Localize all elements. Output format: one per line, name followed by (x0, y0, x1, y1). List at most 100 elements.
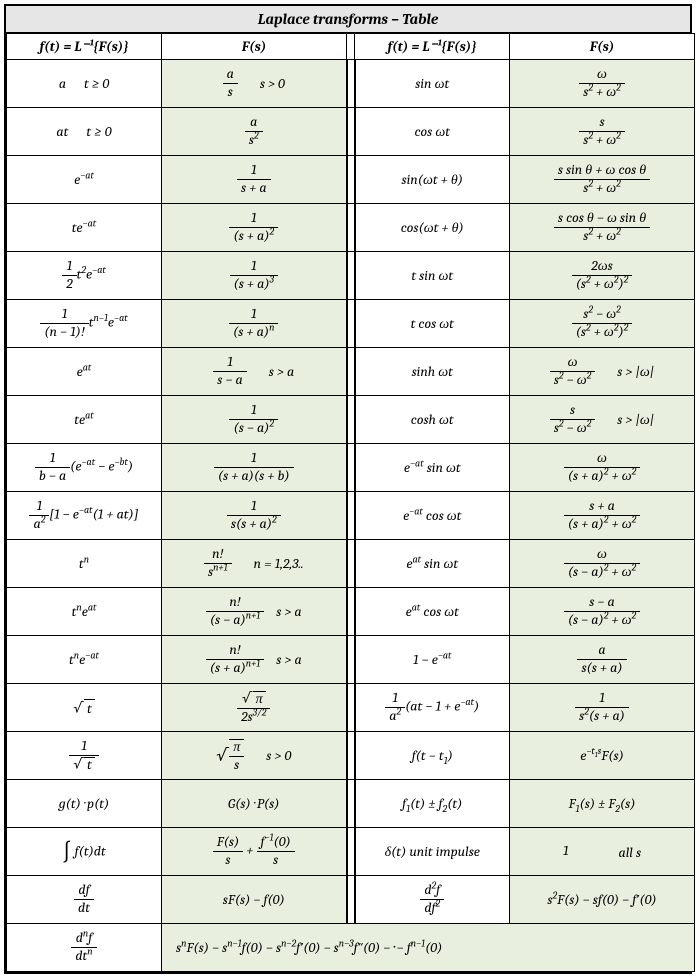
table-row: dfdtsF(s) − f(0)d2fdf2s2F(s) − sf(0) − f… (7, 876, 695, 924)
ft-cell: at ≥ 0 (7, 60, 162, 108)
laplace-table: Laplace transforms – Table f(t) = L⁻¹{F(… (4, 4, 692, 974)
sep-cell (347, 636, 355, 684)
table-row: 1a2[1 − e−at(1 + at)]1s(s + a)2e−at cos … (7, 492, 695, 540)
sep-cell (347, 588, 355, 636)
fs-cell: F1(s) ± F2(s) (510, 780, 695, 828)
ft-cell: tn (7, 540, 162, 588)
fs-cell: s2 − ω2(s2 + ω2)2 (510, 300, 695, 348)
table-row: e−at1s + asin(ωt + θ)s sin θ + ω cos θs2… (7, 156, 695, 204)
fs-cell: 1s − as > a (162, 348, 347, 396)
ft-cell: 1a2(at − 1 + e−at) (355, 684, 510, 732)
ft-cell: t sin ωt (355, 252, 510, 300)
ft-cell: cosh ωt (355, 396, 510, 444)
table-row: eat1s − as > asinh ωtωs2 − ω2s > |ω| (7, 348, 695, 396)
sep-cell (347, 540, 355, 588)
ft-cell: te−at (7, 204, 162, 252)
ft-cell: dfdt (7, 876, 162, 924)
header-sep (347, 34, 355, 60)
ft-cell: t cos ωt (355, 300, 510, 348)
ft-cell: sin ωt (355, 60, 510, 108)
table-row: teat1(s − a)2cosh ωtss2 − ω2s > |ω| (7, 396, 695, 444)
ft-cell: tneat (7, 588, 162, 636)
fs-cell: ωs2 + ω2 (510, 60, 695, 108)
sep-cell (347, 348, 355, 396)
fs-cell: ω(s − a)2 + ω2 (510, 540, 695, 588)
sep-cell (347, 444, 355, 492)
sep-cell (347, 396, 355, 444)
fs-cell: s + a(s + a)2 + ω2 (510, 492, 695, 540)
sep-cell (347, 828, 355, 876)
sep-cell (347, 204, 355, 252)
table-row: 1b − a(e−at − e−bt)1(s + a)(s + b)e−at s… (7, 444, 695, 492)
ft-cell: eat (7, 348, 162, 396)
ft-cell: e−at cos ωt (355, 492, 510, 540)
ft-cell: δ(t) unit impulse (355, 828, 510, 876)
fs-cell: F(s)s + f−1(0)s (162, 828, 347, 876)
ft-cell: e−at sin ωt (355, 444, 510, 492)
ft-cell: 1a2[1 − e−at(1 + at)] (7, 492, 162, 540)
fs-cell: s sin θ + ω cos θs2 + ω2 (510, 156, 695, 204)
fs-cell: s cos θ − ω sin θs2 + ω2 (510, 204, 695, 252)
table-row: 1√t√πss > 0f(t − t1)e−t1sF(s) (7, 732, 695, 780)
header-ft-right: f(t) = L⁻¹{F(s)} (355, 34, 510, 60)
table-row: tne−atn!(s + a)n+1s > a1 − e−atas(s + a) (7, 636, 695, 684)
table-row: g(t) · p(t)G(s) · P(s)f1(t) ± f2(t)F1(s)… (7, 780, 695, 828)
ft-cell: att ≥ 0 (7, 108, 162, 156)
fs-cell: 1s2(s + a) (510, 684, 695, 732)
ft-cell: d2fdf2 (355, 876, 510, 924)
fs-cell: G(s) · P(s) (162, 780, 347, 828)
header-row: f(t) = L⁻¹{F(s)} F(s) f(t) = L⁻¹{F(s)} F… (7, 34, 695, 60)
fs-cell: n!(s + a)n+1s > a (162, 636, 347, 684)
fs-cell: 1(s + a)2 (162, 204, 347, 252)
sep-cell (347, 780, 355, 828)
sep-cell (347, 252, 355, 300)
ft-cell: teat (7, 396, 162, 444)
table-title: Laplace transforms – Table (6, 6, 690, 33)
fs-cell: 1s(s + a)2 (162, 492, 347, 540)
fs-cell: 1(s − a)2 (162, 396, 347, 444)
fs-cell: as(s + a) (510, 636, 695, 684)
fs-cell: √π2s3/2 (162, 684, 347, 732)
ft-cell: 1(n − 1)!tn−1e−at (7, 300, 162, 348)
ft-cell: eat cos ωt (355, 588, 510, 636)
fs-cell: ss2 + ω2 (510, 108, 695, 156)
table-row: ∫ f(t)dtF(s)s + f−1(0)sδ(t) unit impulse… (7, 828, 695, 876)
ft-cell: e−at (7, 156, 162, 204)
fs-cell: ωs2 − ω2s > |ω| (510, 348, 695, 396)
ft-cell: eat sin ωt (355, 540, 510, 588)
ft-cell: 1√t (7, 732, 162, 780)
fs-cell: n!sn+1n = 1,2,3.. (162, 540, 347, 588)
ft-cell: tne−at (7, 636, 162, 684)
ft-cell: sin(ωt + θ) (355, 156, 510, 204)
fs-cell: ω(s + a)2 + ω2 (510, 444, 695, 492)
fs-cell: 1s + a (162, 156, 347, 204)
sep-cell (347, 108, 355, 156)
table-row: 1(n − 1)!tn−1e−at1(s + a)nt cos ωts2 − ω… (7, 300, 695, 348)
table-row: te−at1(s + a)2cos(ωt + θ)s cos θ − ω sin… (7, 204, 695, 252)
sep-cell (347, 492, 355, 540)
fs-cell: as2 (162, 108, 347, 156)
table-row: tnn!sn+1n = 1,2,3..eat sin ωtω(s − a)2 +… (7, 540, 695, 588)
fs-cell: 1(s + a)3 (162, 252, 347, 300)
table-row: √t√π2s3/21a2(at − 1 + e−at)1s2(s + a) (7, 684, 695, 732)
header-fs-left: F(s) (162, 34, 347, 60)
ft-cell: 12t2e−at (7, 252, 162, 300)
transform-table: f(t) = L⁻¹{F(s)} F(s) f(t) = L⁻¹{F(s)} F… (6, 33, 695, 972)
ft-cell: 1 − e−at (355, 636, 510, 684)
ft-cell: sinh ωt (355, 348, 510, 396)
fs-cell: e−t1sF(s) (510, 732, 695, 780)
ft-cell: g(t) · p(t) (7, 780, 162, 828)
ft-cell: √t (7, 684, 162, 732)
fs-cell: √πss > 0 (162, 732, 347, 780)
sep-cell (347, 156, 355, 204)
fs-cell: s − a(s − a)2 + ω2 (510, 588, 695, 636)
fs-cell: 1(s + a)n (162, 300, 347, 348)
table-row: tneatn!(s − a)n+1s > aeat cos ωts − a(s … (7, 588, 695, 636)
ft-cell: dnfdtn (7, 924, 162, 972)
fs-cell: n!(s − a)n+1s > a (162, 588, 347, 636)
fs-cell: 2ωs(s2 + ω2)2 (510, 252, 695, 300)
sep-cell (347, 300, 355, 348)
table-row: 12t2e−at1(s + a)3t sin ωt2ωs(s2 + ω2)2 (7, 252, 695, 300)
fs-cell-wide: snF(s) − sn−1f(0) − sn−2f′(0) − sn−3f″(0… (162, 924, 695, 972)
fs-cell: 1all s (510, 828, 695, 876)
